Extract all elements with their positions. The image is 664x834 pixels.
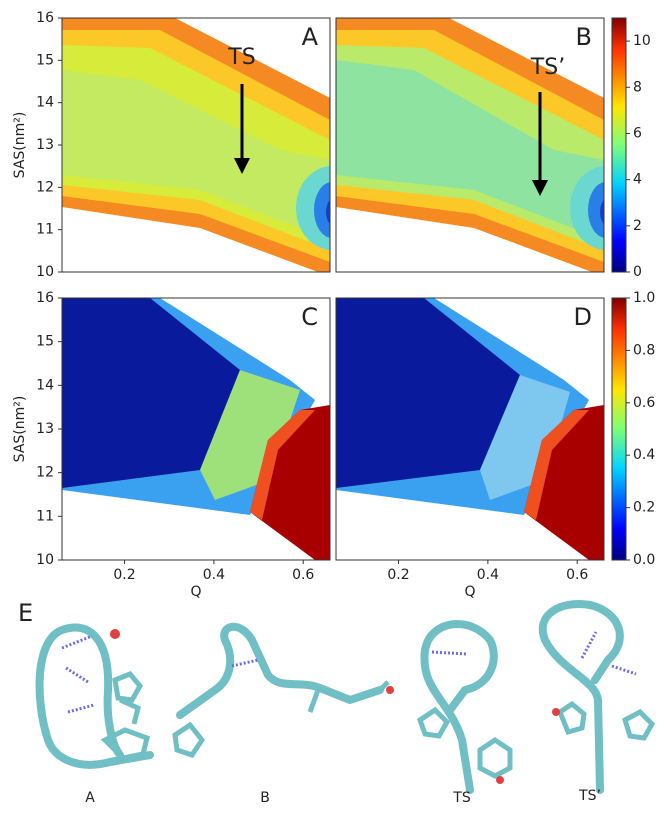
x-tick-label: 0.4 (477, 567, 499, 583)
colorbar-tick-label: 0.0 (633, 552, 655, 568)
panel-label: A (302, 23, 319, 51)
panel-label: B (576, 23, 592, 51)
y-axis-label: SAS(nm²) (12, 396, 28, 463)
structure-label: A (85, 790, 95, 806)
y-tick-label: 16 (36, 290, 54, 306)
colorbar-tick-label: 2 (633, 218, 642, 234)
y-tick-label: 12 (36, 465, 54, 481)
y-tick-label: 10 (36, 552, 54, 568)
colorbar-tick-label: 0 (633, 264, 642, 280)
colorbar-tick-label: 0.6 (633, 395, 655, 411)
y-tick-label: 15 (36, 334, 54, 350)
x-tick-label: 0.2 (113, 567, 135, 583)
arrow-head (532, 180, 548, 196)
colorbar-tick-label: 1.0 (633, 290, 655, 306)
heatmap-image (62, 298, 330, 560)
panel-label: E (18, 599, 33, 627)
x-tick-label: 0.2 (387, 567, 409, 583)
x-axis-label: Q (190, 584, 201, 600)
colorbar-tick-label: 0.8 (633, 342, 655, 358)
annotation: TS’ (530, 55, 565, 80)
colorbar-tick-label: 4 (633, 172, 642, 188)
colorbar-tick-label: 6 (633, 125, 642, 141)
structure-label: B (260, 790, 270, 806)
colorbar (611, 17, 627, 273)
y-tick-label: 14 (36, 377, 54, 393)
x-axis-label: Q (464, 584, 475, 600)
heatmap-image (336, 298, 604, 560)
annotation: TS (227, 45, 255, 70)
y-tick-label: 11 (36, 508, 54, 524)
colorbar-tick-label: 0.4 (633, 447, 655, 463)
y-tick-label: 12 (36, 179, 54, 195)
y-tick-label: 13 (36, 137, 54, 153)
y-tick-label: 10 (36, 264, 54, 280)
colorbar-tick-label: 8 (633, 79, 642, 95)
x-tick-label: 0.4 (203, 567, 225, 583)
y-axis-label: SAS(nm²) (12, 112, 28, 179)
heatmap-image (62, 18, 330, 272)
arrow-head (234, 158, 250, 174)
heatmap-image (336, 18, 604, 272)
structure-label: TS’ (578, 788, 601, 804)
y-tick-label: 14 (36, 95, 54, 111)
x-tick-label: 0.6 (292, 567, 314, 583)
y-tick-label: 11 (36, 222, 54, 238)
colorbar (611, 297, 627, 561)
y-tick-label: 13 (36, 421, 54, 437)
panel-label: C (301, 303, 318, 331)
panel-label: D (574, 303, 592, 331)
x-tick-label: 0.6 (566, 567, 588, 583)
colorbar-tick-label: 10 (633, 33, 651, 49)
colorbar-tick-label: 0.2 (633, 500, 655, 516)
y-tick-label: 16 (36, 10, 54, 26)
structure-drawings (35, 600, 656, 794)
y-tick-label: 15 (36, 52, 54, 68)
structure-label: TS (452, 790, 471, 806)
